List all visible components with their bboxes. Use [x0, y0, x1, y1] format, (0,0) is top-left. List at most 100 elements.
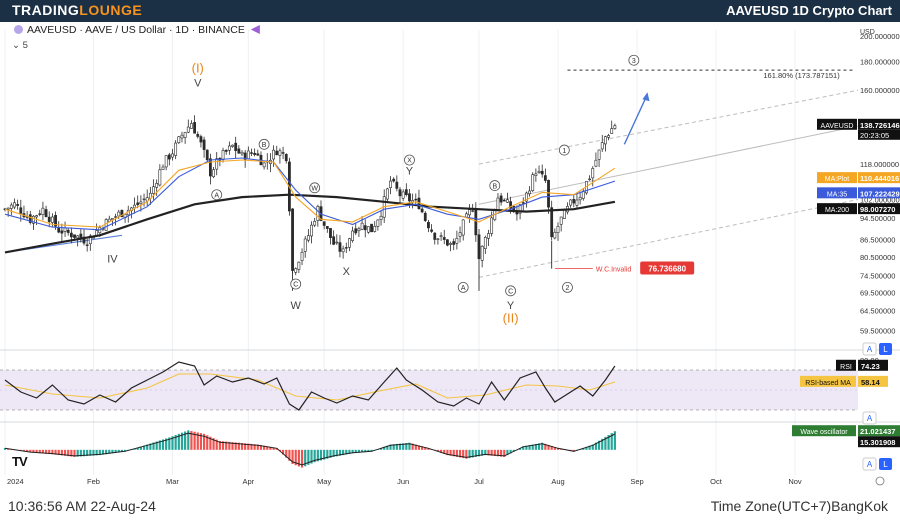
- time-axis-tick: Sep: [630, 477, 643, 486]
- oscillator-bar: [417, 445, 421, 450]
- wave-label: V: [194, 78, 202, 90]
- oscillator-bar: [509, 449, 512, 454]
- candle-body: [401, 191, 405, 199]
- price-axis-tick: 64.500000: [860, 307, 895, 316]
- candle-body: [136, 202, 140, 205]
- oscillator-bar: [544, 443, 547, 450]
- indicator-count[interactable]: ⌄ 5: [12, 40, 28, 51]
- symbol-legend[interactable]: AAVEUSD · AAVE / US Dollar · 1D · BINANC…: [14, 24, 260, 36]
- rsi-tag-value-box: [858, 359, 888, 371]
- log-scale-button[interactable]: [879, 343, 892, 355]
- oscillator-bar: [73, 449, 76, 457]
- oscillator-bar: [357, 449, 361, 453]
- oscillator-bar: [152, 442, 155, 450]
- auto-scale-button[interactable]: [862, 457, 877, 471]
- candle-body: [237, 148, 241, 154]
- oscillator-bar: [237, 442, 240, 450]
- oscillator-bar: [38, 449, 41, 454]
- wave-label: B: [262, 142, 267, 149]
- candle-body: [167, 154, 171, 160]
- candle-body: [408, 193, 411, 202]
- oscillator-bar: [171, 436, 174, 450]
- candle-body: [50, 216, 54, 223]
- wave-label: 1: [562, 148, 566, 155]
- oscillator-bar: [155, 441, 158, 450]
- price-axis-tick: 160.000000: [860, 86, 900, 95]
- oscillator-bar: [484, 449, 487, 456]
- candle-body: [256, 153, 260, 156]
- candle-body: [550, 207, 554, 238]
- oscillator-bar: [206, 435, 209, 450]
- flag-icon[interactable]: [250, 25, 260, 34]
- candle-body: [395, 181, 399, 189]
- chart-svg[interactable]: 161.80% (173.787151) W.C.Invalid 76.736680…: [0, 0, 900, 490]
- candle-body: [161, 166, 165, 171]
- candle-body: [180, 134, 184, 139]
- candle-body: [47, 216, 51, 222]
- candle-body: [455, 237, 459, 244]
- wave-label-circle: [258, 138, 270, 150]
- candle-body: [449, 243, 452, 245]
- oscillator-bar: [319, 449, 323, 461]
- oscillator-bar: [313, 449, 316, 463]
- oscillator-bar: [244, 443, 247, 450]
- candle-body: [313, 221, 317, 226]
- candle-body: [509, 201, 513, 209]
- candle-body: [35, 215, 39, 218]
- candle-body: [540, 170, 544, 175]
- oscillator-bar: [35, 449, 38, 453]
- candle-body: [436, 238, 440, 240]
- candle-body: [212, 169, 215, 178]
- log-scale-button[interactable]: [879, 458, 892, 470]
- oscillator-bar: [310, 449, 313, 464]
- oscillator-bar: [439, 449, 443, 453]
- footer-timestamp: 10:36:56 AM 22-Aug-24: [8, 498, 156, 514]
- wave-label: W: [291, 300, 302, 312]
- oscillator-bar: [105, 449, 108, 455]
- oscillator-bar: [455, 449, 458, 457]
- price-tag-sub-box: [858, 129, 900, 140]
- wave-label-circle: [489, 180, 501, 191]
- oscillator-bar: [275, 448, 278, 450]
- oscillator-bar: [329, 449, 332, 458]
- symbol-line: AAVEUSD · AAVE / US Dollar · 1D · BINANC…: [27, 24, 245, 36]
- settings-gear-icon[interactable]: [875, 476, 885, 486]
- candle-body: [54, 215, 57, 227]
- candle-body: [591, 168, 595, 179]
- candle-body: [499, 195, 503, 203]
- oscillator-bar: [582, 448, 585, 450]
- price-tag-value: 110.444016: [860, 174, 899, 183]
- oscillator-bar: [231, 442, 234, 450]
- oscillator-bar: [458, 449, 462, 458]
- auto-scale-button[interactable]: [862, 342, 877, 356]
- tradingview-logo-icon: TV: [12, 454, 28, 469]
- oscillator-bar: [389, 444, 392, 450]
- oscillator-bar: [256, 444, 259, 450]
- candle-body: [250, 152, 253, 154]
- candle-body: [152, 186, 155, 194]
- auto-scale-button[interactable]: [862, 411, 877, 425]
- price-tag-name-box: [817, 203, 857, 215]
- oscillator-tag-value-box: [858, 425, 900, 437]
- oscillator-bar: [266, 446, 269, 450]
- candle-body: [351, 230, 355, 241]
- candle-body: [335, 241, 339, 244]
- oscillator-signal-line: [4, 432, 616, 466]
- candle-body: [104, 219, 108, 231]
- indicator-count-value: 5: [22, 40, 28, 51]
- candle-body: [243, 152, 247, 160]
- price-axis-tick: 59.500000: [860, 326, 895, 335]
- candle-body: [528, 190, 531, 195]
- candle-body: [556, 226, 560, 234]
- oscillator-bar: [610, 433, 613, 450]
- rsi-line: [4, 361, 616, 411]
- price-tag-name: MA:35: [827, 191, 847, 198]
- rsi-ma-line: [4, 373, 616, 401]
- candle-body: [433, 232, 437, 240]
- candle-body: [215, 158, 219, 170]
- log-scale-label: L: [883, 460, 888, 469]
- candle-body: [171, 153, 174, 158]
- candle-body: [310, 224, 313, 237]
- wave-label: A: [214, 192, 219, 199]
- oscillator-bar: [402, 443, 405, 450]
